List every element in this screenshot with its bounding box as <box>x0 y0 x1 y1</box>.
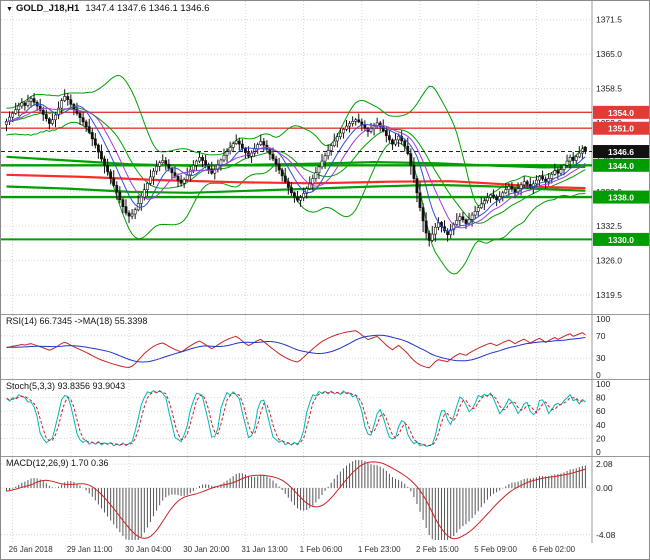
svg-text:80: 80 <box>596 393 606 403</box>
svg-text:70: 70 <box>596 331 606 341</box>
svg-text:30: 30 <box>596 353 606 363</box>
svg-text:1326.0: 1326.0 <box>596 256 622 266</box>
svg-text:100: 100 <box>596 380 610 389</box>
grid-lines <box>1 315 592 379</box>
symbol-dropdown-icon[interactable]: ▼ <box>6 6 13 13</box>
grid-lines <box>1 1 592 314</box>
macd-canvas[interactable]: 2.08 0.00 -4.08 <box>1 457 649 543</box>
price-level-badges: 1354.0 1351.0 1344.0 1338.0 1330.0 1346.6 <box>593 105 649 246</box>
value-axis-labels: 2.08 0.00 -4.08 <box>596 459 616 540</box>
bollinger-bands <box>6 75 586 275</box>
svg-text:1344.0: 1344.0 <box>608 161 634 171</box>
price-chart-canvas[interactable]: 1371.51365.01358.51352.01345.51339.01332… <box>1 1 649 314</box>
svg-text:0: 0 <box>596 370 601 379</box>
rsi-lines <box>6 330 586 369</box>
grid-lines <box>1 457 592 543</box>
svg-text:-4.08: -4.08 <box>596 530 616 540</box>
svg-text:1338.0: 1338.0 <box>608 193 634 203</box>
stochastic-lines <box>6 389 586 447</box>
rsi-panel: 100 70 30 0 RSI(14) 66.7345 ->MA(18) 55.339… <box>1 315 649 379</box>
macd-histogram <box>6 460 586 540</box>
time-axis-label: 6 Feb 02:00 <box>532 545 576 554</box>
main-chart-panel: 1371.51365.01358.51352.01345.51339.01332… <box>1 1 649 314</box>
time-axis-label: 2 Feb 15:00 <box>416 545 459 554</box>
macd-panel: 2.08 0.00 -4.08 MACD(12,26,9) 1.70 0.36 <box>1 457 649 543</box>
svg-text:100: 100 <box>596 315 610 324</box>
svg-text:1358.5: 1358.5 <box>596 84 622 94</box>
time-axis-label: 31 Jan 13:00 <box>241 545 288 554</box>
svg-text:60: 60 <box>596 406 606 416</box>
stochastic-canvas[interactable]: 100 80 60 40 20 0 <box>1 380 649 456</box>
time-axis-label: 5 Feb 09:00 <box>474 545 517 554</box>
time-axis[interactable]: 26 Jan 2018 29 Jan 11:00 30 Jan 04:00 30 Ja… <box>1 543 649 559</box>
svg-text:1346.6: 1346.6 <box>608 147 634 157</box>
svg-text:1319.5: 1319.5 <box>596 290 622 300</box>
panel-separator[interactable] <box>1 314 649 315</box>
svg-text:1330.0: 1330.0 <box>608 235 634 245</box>
svg-text:2.08: 2.08 <box>596 459 613 469</box>
time-axis-label: 30 Jan 04:00 <box>125 545 172 554</box>
value-axis-labels: 100 70 30 0 <box>596 315 610 379</box>
svg-text:20: 20 <box>596 433 606 443</box>
svg-text:1332.5: 1332.5 <box>596 221 622 231</box>
panel-separator[interactable] <box>1 379 649 380</box>
panel-separator[interactable] <box>1 456 649 457</box>
time-axis-label: 26 Jan 2018 <box>8 545 53 554</box>
svg-text:40: 40 <box>596 420 606 430</box>
stochastic-panel: 100 80 60 40 20 0 Stoch(5,3,3) 93.8356 93.904… <box>1 380 649 456</box>
svg-text:0: 0 <box>596 447 601 456</box>
time-axis-label: 29 Jan 11:00 <box>66 545 113 554</box>
time-axis-label: 30 Jan 20:00 <box>183 545 230 554</box>
value-axis-labels: 100 80 60 40 20 0 <box>596 380 610 456</box>
macd-signal-line <box>6 461 586 540</box>
fast-moving-averages <box>6 103 586 232</box>
svg-text:1371.5: 1371.5 <box>596 15 622 25</box>
rsi-canvas[interactable]: 100 70 30 0 <box>1 315 649 379</box>
svg-text:1354.0: 1354.0 <box>608 108 634 118</box>
svg-text:0.00: 0.00 <box>596 483 613 493</box>
svg-text:1351.0: 1351.0 <box>608 124 634 134</box>
time-axis-label: 1 Feb 06:00 <box>299 545 343 554</box>
svg-text:1365.0: 1365.0 <box>596 49 622 59</box>
time-axis-label: 1 Feb 23:00 <box>357 545 401 554</box>
